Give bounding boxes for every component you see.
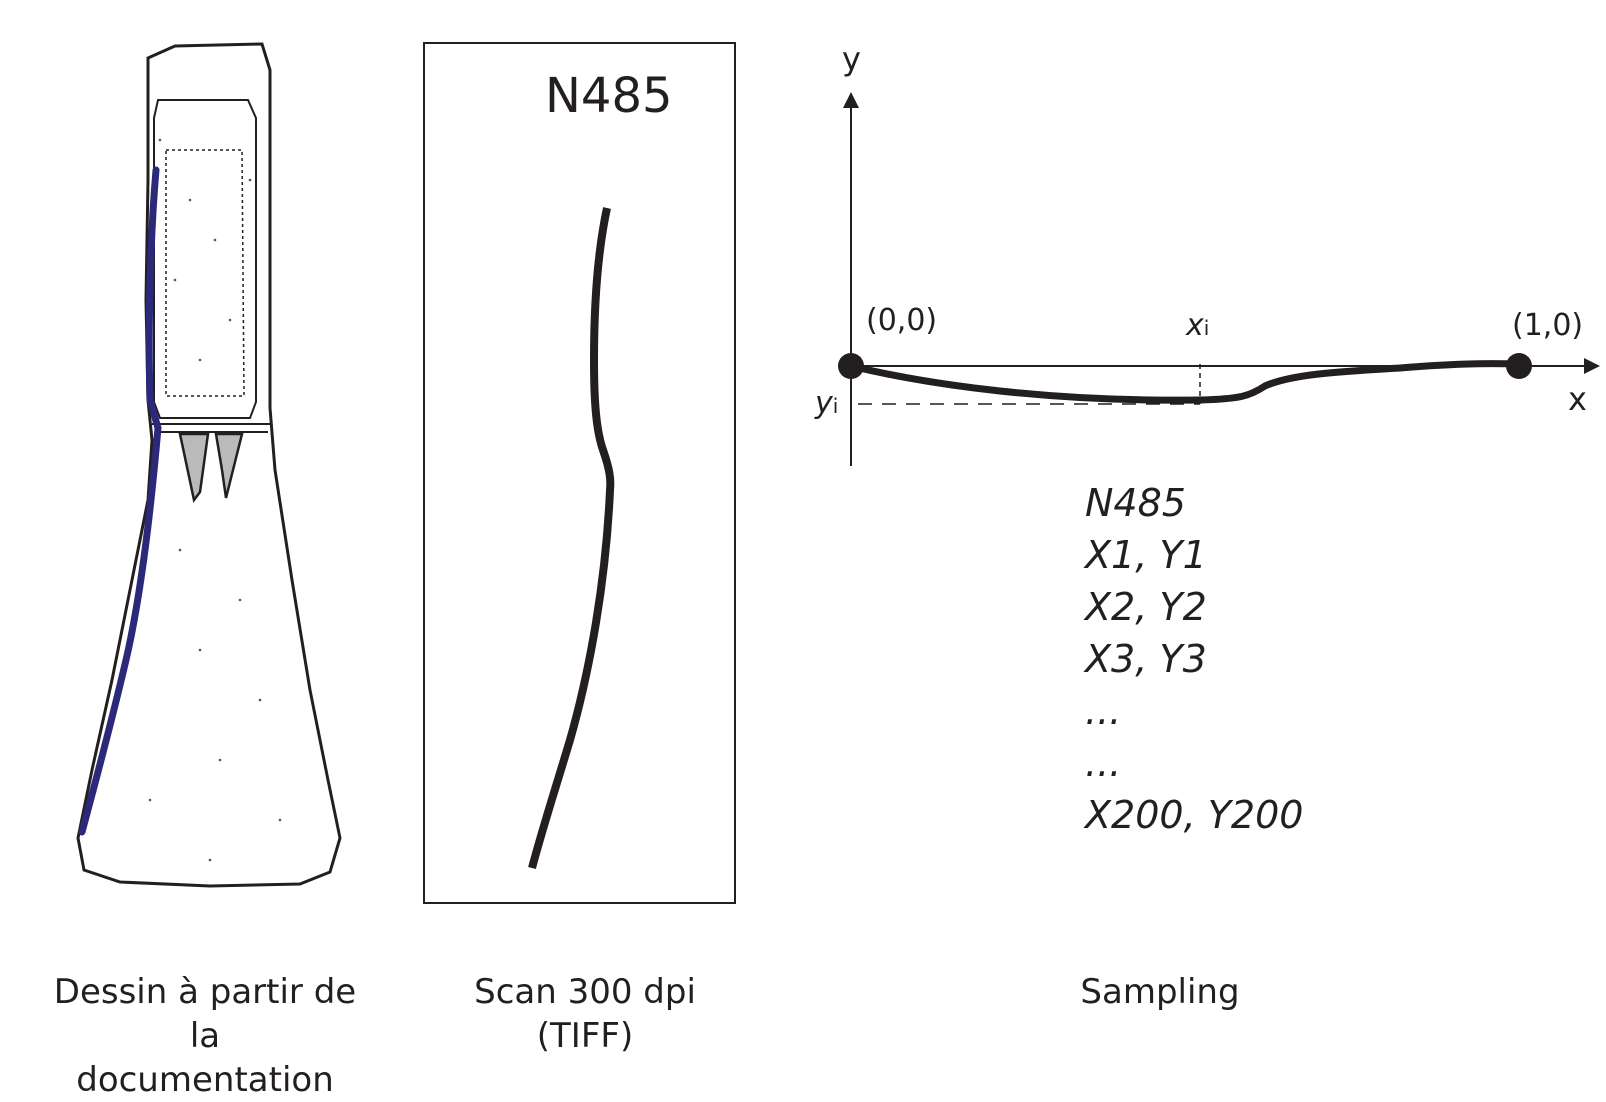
end-label: (1,0)	[1512, 308, 1584, 343]
axe-decoration-right	[214, 432, 244, 499]
x-axis-label: x	[1568, 380, 1587, 418]
axe-socket	[153, 99, 257, 419]
axe-outline	[76, 42, 342, 888]
axe-decoration-left	[178, 432, 210, 503]
traced-profile-line	[78, 166, 162, 836]
axe-stipple	[148, 138, 282, 862]
axe-socket-inner	[165, 149, 245, 397]
yi-main: y	[815, 386, 833, 421]
yi-label: yi	[815, 386, 838, 421]
sampling-axes	[843, 92, 1600, 466]
figure: Dessin à partir de la documentation N485…	[54, 40, 1600, 1100]
yi-sub: i	[832, 394, 839, 418]
scan-title: N485	[545, 68, 673, 124]
sample-list-item: X1, Y1	[1085, 533, 1207, 577]
drawing-caption-line1: Dessin à partir de la	[53, 972, 357, 1056]
drawing-caption-line2: documentation	[76, 1060, 334, 1100]
normalized-profile-curve	[850, 360, 1520, 404]
xi-main: x	[1186, 308, 1204, 343]
scan-profile-line	[528, 207, 615, 870]
sample-list-item: N485	[1085, 481, 1186, 525]
sample-list-item: ...	[1085, 741, 1122, 785]
xi-label: xi	[1186, 308, 1209, 343]
xi-sub: i	[1203, 316, 1210, 340]
y-axis-label: y	[842, 40, 861, 78]
figure-graphics	[76, 42, 1600, 904]
scan-frame	[423, 42, 736, 904]
y-axis-arrow	[843, 92, 859, 108]
drawing-caption: Dessin à partir de la documentation	[40, 970, 370, 1102]
sample-list-item: ...	[1085, 689, 1122, 733]
sample-list: N485 X1, Y1 X2, Y2 X3, Y3 ... ... X200, …	[1085, 477, 1303, 841]
axe-stop-ridge	[152, 423, 270, 433]
x-axis-arrow	[1584, 358, 1600, 374]
origin-point	[838, 353, 864, 379]
scan-caption: Scan 300 dpi (TIFF)	[474, 972, 696, 1056]
end-point	[1506, 353, 1532, 379]
sample-list-item: X2, Y2	[1085, 585, 1207, 629]
origin-label: (0,0)	[866, 303, 938, 338]
axe-drawing	[76, 42, 342, 888]
sampling-caption: Sampling	[1080, 972, 1240, 1012]
sample-list-item: X200, Y200	[1085, 793, 1304, 837]
sample-list-item: X3, Y3	[1085, 637, 1207, 681]
